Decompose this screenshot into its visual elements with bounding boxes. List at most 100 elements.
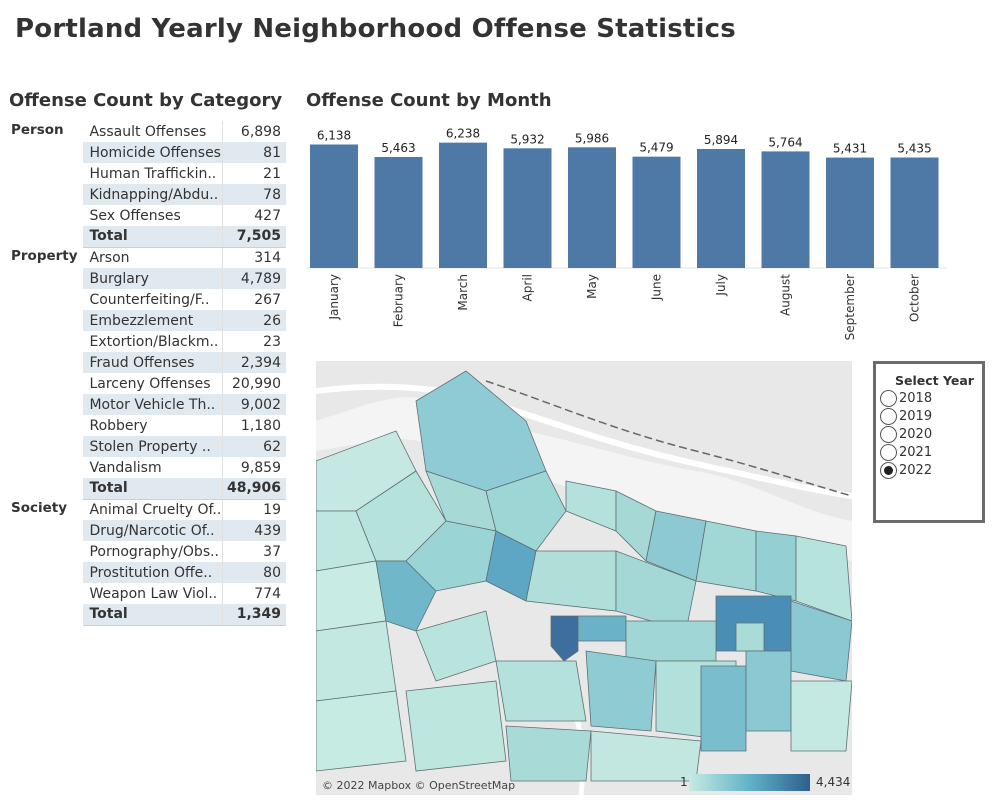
neighborhood-region[interactable] [625,620,717,662]
table-row[interactable]: Person Assault Offenses 6,898 [5,121,286,142]
month-bar[interactable] [632,156,681,268]
neighborhood-region[interactable] [495,660,587,722]
offense-count: 7,505 [221,226,286,248]
year-option-2019[interactable]: 2019 [880,407,932,425]
radio-button[interactable] [880,443,897,461]
map-attribution[interactable]: © 2022 Mapbox © OpenStreetMap [322,779,516,792]
table-row[interactable]: Drug/Narcotic Of.. 439 [5,520,286,541]
table-row[interactable]: Human Traffickin.. 21 [5,163,286,184]
radio-button[interactable] [880,407,897,425]
neighborhood-region[interactable] [790,680,852,752]
year-option-2021[interactable]: 2021 [880,443,932,461]
month-bar[interactable] [310,144,358,268]
table-row[interactable]: Prostitution Offe.. 80 [5,562,286,583]
table-row[interactable]: Fraud Offenses 2,394 [5,352,286,373]
category-group-label: Society [11,500,68,516]
neighborhood-region[interactable] [735,622,765,652]
table-row[interactable]: Weapon Law Viol.. 774 [5,583,286,604]
month-tick-label: June [650,274,664,301]
year-option-label: 2022 [899,462,933,478]
year-option-label: 2020 [899,426,933,442]
offense-name: Robbery [89,417,148,434]
offense-name: Vandalism [89,459,162,476]
offense-count: 2,394 [221,352,286,373]
year-option-label: 2021 [899,444,933,460]
year-filter-panel: Select Year 2018 2019 2020 2021 2022 [873,361,985,523]
neighborhood-region[interactable] [525,550,617,612]
state-boundary-line [485,380,852,497]
neighborhood-region[interactable] [550,615,579,662]
neighborhood-polygons[interactable] [316,370,852,782]
neighborhood-region[interactable] [585,650,657,732]
neighborhood-region[interactable] [590,730,702,782]
neighborhood-region[interactable] [577,615,627,642]
neighborhood-region[interactable] [415,370,547,492]
offense-name: Arson [89,249,130,266]
offense-count: 20,990 [221,373,286,394]
radio-button[interactable] [880,389,897,407]
table-row[interactable]: Sex Offenses 427 [5,205,286,226]
table-row[interactable]: Stolen Property .. 62 [5,436,286,457]
offense-count: 774 [221,583,286,604]
month-tick-label: July [714,274,728,297]
month-tick-label: February [392,274,406,327]
offense-name: Prostitution Offe.. [83,562,223,583]
month-bar[interactable] [697,148,745,268]
month-bar[interactable] [826,157,874,268]
month-bar[interactable] [761,151,810,268]
legend-min-label: 1 [680,775,688,789]
month-tick-label: April [521,274,535,301]
table-row[interactable]: Total 7,505 [5,226,286,248]
month-bar[interactable] [503,148,552,268]
offense-count: 81 [221,142,286,163]
table-row[interactable]: Embezzlement 26 [5,310,286,331]
table-row[interactable]: Property Arson 314 [5,247,286,268]
year-option-2020[interactable]: 2020 [880,425,932,443]
year-option-2022[interactable]: 2022 [880,461,932,479]
table-row[interactable]: Pornography/Obs.. 37 [5,541,286,562]
table-row[interactable]: Robbery 1,180 [5,415,286,436]
neighborhood-region[interactable] [485,470,567,552]
legend-max-label: 4,434 [816,775,851,789]
offense-count: 26 [221,310,286,331]
table-row[interactable]: Vandalism 9,859 [5,457,286,478]
table-row[interactable]: Society Animal Cruelty Of.. 19 [5,499,286,520]
radio-button[interactable] [880,425,897,443]
table-row[interactable]: Counterfeiting/F.. 267 [5,289,286,310]
month-bar-chart[interactable]: 6,138 January 5,463 February 6,238 March 5,932… [302,120,952,345]
neighborhood-region[interactable] [316,690,407,772]
map-canvas[interactable] [316,361,852,795]
table-row[interactable]: Motor Vehicle Th.. 9,002 [5,394,286,415]
month-tick-label: August [779,274,793,316]
offense-name: Homicide Offenses [83,142,223,163]
neighborhood-region[interactable] [505,725,592,782]
table-row[interactable]: Burglary 4,789 [5,268,286,289]
neighborhood-region[interactable] [695,520,757,592]
month-bar[interactable] [568,147,616,268]
neighborhood-region[interactable] [375,560,437,632]
neighborhood-region[interactable] [795,535,852,622]
neighborhood-region[interactable] [700,665,747,752]
month-bar[interactable] [374,156,423,268]
month-bar[interactable] [439,142,487,268]
neighborhood-map[interactable]: © 2022 Mapbox © OpenStreetMap 1 4,434 [316,361,852,795]
category-group-label: Person [11,122,64,138]
table-row[interactable]: Kidnapping/Abdu.. 78 [5,184,286,205]
offense-count: 9,002 [221,394,286,415]
offense-name: Total [83,478,223,500]
year-option-2018[interactable]: 2018 [880,389,932,407]
table-row[interactable]: Homicide Offenses 81 [5,142,286,163]
neighborhood-region[interactable] [755,530,797,602]
neighborhood-region[interactable] [405,680,507,772]
radio-button[interactable] [880,461,897,479]
table-row[interactable]: Total 1,349 [5,604,286,626]
offense-count: 78 [221,184,286,205]
neighborhood-region[interactable] [316,620,397,702]
table-row[interactable]: Total 48,906 [5,478,286,500]
table-row[interactable]: Extortion/Blackm.. 23 [5,331,286,352]
neighborhood-region[interactable] [415,610,497,682]
neighborhood-region[interactable] [745,650,792,732]
neighborhood-region[interactable] [316,560,387,632]
table-row[interactable]: Larceny Offenses 20,990 [5,373,286,394]
month-bar[interactable] [890,157,939,268]
